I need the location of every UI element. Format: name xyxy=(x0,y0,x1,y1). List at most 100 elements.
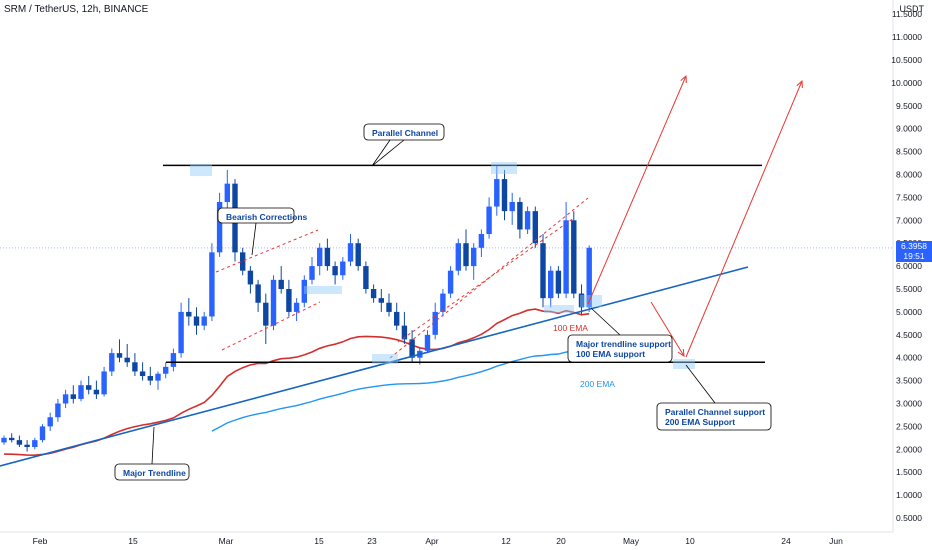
highlight-box xyxy=(491,162,517,174)
projection-arrow-1 xyxy=(587,75,687,305)
candle-body xyxy=(324,247,331,267)
y-tick-label: 2.0000 xyxy=(896,444,922,454)
candle-body xyxy=(386,302,392,312)
candle-body xyxy=(1,437,7,443)
y-tick-label: 3.5000 xyxy=(896,376,922,386)
major-trendline-label-text: Major Trendline xyxy=(123,468,186,478)
candle-body xyxy=(155,373,161,381)
highlight-box xyxy=(190,164,212,176)
support-callout-1-pointer xyxy=(590,307,621,336)
candle-body xyxy=(263,302,269,326)
candle-body xyxy=(224,183,230,202)
candle-body xyxy=(16,440,23,445)
candle-body xyxy=(486,206,492,235)
highlight-box xyxy=(544,305,574,313)
y-tick-label: 11.0000 xyxy=(892,32,922,42)
support-callout-1-box xyxy=(567,334,673,363)
y-tick-label: 7.5000 xyxy=(896,192,922,202)
y-tick-label: 5.5000 xyxy=(896,284,922,294)
candle-body xyxy=(571,220,577,294)
bar-countdown: 19:51 xyxy=(903,251,925,261)
candle-body xyxy=(24,444,30,448)
candle-body xyxy=(178,311,184,354)
ema-lines xyxy=(3,308,590,457)
correction-dashed-line xyxy=(389,197,589,359)
candle-body xyxy=(286,289,292,312)
x-tick-label: 15 xyxy=(314,536,324,546)
candle-body xyxy=(409,339,415,358)
y-tick-label: 9.5000 xyxy=(896,101,922,111)
projection-arrow-1-head xyxy=(680,74,687,84)
candle-body xyxy=(440,293,446,312)
y-tick-label: 10.5000 xyxy=(891,55,922,65)
candle-body xyxy=(124,357,130,363)
ema-200-label: 200 EMA xyxy=(580,379,615,389)
candle-body xyxy=(317,247,323,267)
candle-body xyxy=(47,417,53,427)
y-tick-label: 4.0000 xyxy=(896,353,922,363)
candle-body xyxy=(109,353,115,372)
candles xyxy=(1,165,592,452)
projection-arrow-dip-head xyxy=(677,348,685,357)
candle-body xyxy=(147,376,153,381)
major-trendline-label-pointer xyxy=(151,426,155,465)
y-tick-label: 7.0000 xyxy=(896,215,922,225)
candle-body xyxy=(116,353,123,358)
candle-body xyxy=(240,252,246,271)
candle-body xyxy=(309,266,315,280)
x-tick-label: 12 xyxy=(501,536,511,546)
support-callout-1-text: 100 EMA support xyxy=(576,349,645,359)
candle-body xyxy=(70,394,76,399)
x-tick-label: Jun xyxy=(829,536,843,546)
candle-body xyxy=(93,389,100,395)
candle-body xyxy=(301,279,307,303)
support-callout-2-text: Parallel Channel support xyxy=(665,407,765,417)
candle-body xyxy=(540,243,546,299)
x-tick-label: Apr xyxy=(425,536,438,546)
candle-body xyxy=(55,403,61,418)
annotation-labels: Parallel Channel Bearish Corrections Major… xyxy=(114,123,772,481)
y-tick-label: 2.5000 xyxy=(896,421,922,431)
x-tick-label: 23 xyxy=(367,536,377,546)
candle-body xyxy=(355,243,361,267)
y-tick-label: 1.5000 xyxy=(896,467,922,477)
candle-body xyxy=(39,426,46,441)
candle-body xyxy=(163,366,169,374)
y-tick-label: 6.0000 xyxy=(896,261,922,271)
correction-dashed-line xyxy=(215,229,319,273)
candle-body xyxy=(394,311,400,326)
candle-body xyxy=(193,316,200,326)
x-tick-label: 24 xyxy=(781,536,791,546)
y-tick-label: 5.0000 xyxy=(896,307,922,317)
candle-body xyxy=(478,234,485,248)
candle-body xyxy=(139,371,146,377)
candle-body xyxy=(424,334,431,351)
highlight-box xyxy=(304,286,342,294)
candle-body xyxy=(378,298,384,303)
support-callout-2-text: 200 EMA Support xyxy=(665,417,735,427)
candle-body xyxy=(455,243,461,271)
candle-body xyxy=(532,211,538,244)
candle-body xyxy=(509,201,515,212)
x-tick-label: 10 xyxy=(685,536,695,546)
candle-body xyxy=(347,243,354,262)
candle-body xyxy=(578,293,585,308)
candle-body xyxy=(201,316,207,326)
candle-body xyxy=(524,211,531,230)
x-tick-label: 20 xyxy=(556,536,566,546)
candle-body xyxy=(9,437,15,441)
bearish-corrections-label-text: Bearish Corrections xyxy=(226,212,308,222)
candle-body xyxy=(401,325,408,340)
support-callout-2-pointer xyxy=(685,364,716,404)
x-tick-label: 15 xyxy=(128,536,138,546)
candle-body xyxy=(209,252,215,317)
candle-body xyxy=(132,362,138,372)
major-trendline-label-box xyxy=(114,463,190,481)
candle-body xyxy=(340,261,346,276)
candle-body xyxy=(586,247,592,308)
candle-body xyxy=(555,270,562,294)
major-trendline xyxy=(0,266,749,467)
ema-100-label: 100 EMA xyxy=(553,323,588,333)
parallel-channel-label-text: Parallel Channel xyxy=(372,128,438,138)
